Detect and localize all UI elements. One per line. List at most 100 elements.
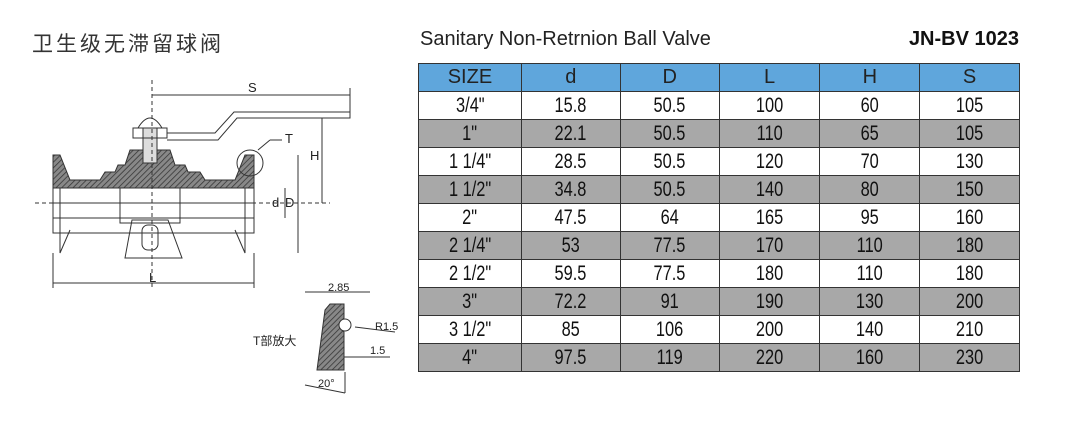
cell-S: 180 [919, 259, 1020, 288]
cell-size: 3" [418, 287, 522, 316]
cell-value: 150 [955, 178, 984, 201]
cell-H: 80 [819, 175, 921, 204]
cell-value: 140 [856, 318, 884, 341]
cell-value: 130 [955, 150, 984, 173]
cell-value: 130 [856, 290, 884, 313]
cell-H: 70 [819, 147, 921, 176]
title-english: Sanitary Non-Retrnion Ball Valve [420, 28, 711, 50]
cell-S: 130 [919, 147, 1020, 176]
cell-value: 50.5 [653, 94, 686, 117]
cell-L: 180 [718, 259, 821, 288]
cell-value: 190 [755, 290, 784, 313]
spec-table: SIZE d D L H S 3/4" 15.8 50.5 100 60 105 1" 22.… [418, 63, 1020, 372]
cell-size: 1 1/4" [418, 147, 522, 176]
cell-H: 65 [819, 119, 921, 148]
cell-value: 80 [860, 178, 879, 201]
cell-L: 165 [718, 203, 821, 232]
cell-D: 106 [619, 315, 720, 344]
cell-value: 140 [755, 178, 784, 201]
cell-value: 72.2 [554, 290, 587, 313]
dim-label-T: T [285, 131, 293, 146]
cell-L: 140 [718, 175, 821, 204]
cell-S: 200 [919, 287, 1020, 316]
table-row: 4" 97.5 119 220 160 230 [418, 343, 1020, 372]
dim-label-d: d [272, 195, 279, 210]
cell-S: 210 [919, 315, 1020, 344]
model-code: JN-BV 1023 [908, 28, 1019, 50]
cell-value: 95 [860, 206, 879, 229]
table-row: 2" 47.5 64 165 95 160 [418, 203, 1020, 232]
header-L: L [718, 63, 821, 92]
cell-H: 160 [819, 343, 921, 372]
cell-size: 2 1/2" [418, 259, 522, 288]
cell-value: 22.1 [554, 122, 587, 145]
cell-size: 1" [418, 119, 522, 148]
cell-D: 77.5 [619, 259, 720, 288]
cell-S: 150 [919, 175, 1020, 204]
cell-H: 140 [819, 315, 921, 344]
cell-d: 47.5 [520, 203, 621, 232]
cell-value: 34.8 [554, 178, 587, 201]
table-row: 3/4" 15.8 50.5 100 60 105 [418, 91, 1020, 120]
cell-D: 50.5 [619, 119, 720, 148]
cell-d: 97.5 [520, 343, 621, 372]
cell-value: 1" [462, 122, 478, 145]
cell-value: 15.8 [554, 94, 587, 117]
cell-size: 3/4" [418, 91, 522, 120]
valve-body [52, 149, 255, 189]
cell-d: 85 [520, 315, 621, 344]
cell-H: 110 [819, 231, 921, 260]
cell-value: 1 1/2" [448, 178, 492, 201]
cell-L: 170 [718, 231, 821, 260]
cell-value: 47.5 [554, 206, 587, 229]
detail-radius: R1.5 [375, 321, 398, 333]
detail-depth: 1.5 [370, 345, 385, 357]
cell-value: 180 [955, 262, 984, 285]
cell-D: 91 [619, 287, 720, 316]
cell-value: 120 [755, 150, 784, 173]
table-header-row: SIZE d D L H S [418, 63, 1020, 92]
cell-value: 2" [462, 206, 478, 229]
cell-value: 50.5 [653, 178, 686, 201]
cell-value: 230 [955, 346, 984, 369]
detail-angle: 20° [318, 378, 335, 390]
cell-S: 160 [919, 203, 1020, 232]
cell-value: 2 1/2" [448, 262, 492, 285]
cell-H: 130 [819, 287, 921, 316]
cell-value: 50.5 [653, 122, 686, 145]
cell-value: 50.5 [653, 150, 686, 173]
table-row: 2 1/2" 59.5 77.5 180 110 180 [418, 259, 1020, 288]
cell-size: 3 1/2" [418, 315, 522, 344]
cell-value: 53 [561, 234, 580, 257]
cell-value: 65 [860, 122, 879, 145]
cell-D: 77.5 [619, 231, 720, 260]
valve-drawing: S T H d D L T部放大 2.85 R1.5 1.5 20° [35, 80, 398, 394]
cell-L: 190 [718, 287, 821, 316]
cell-D: 119 [619, 343, 720, 372]
cell-value: 106 [656, 318, 684, 341]
cell-L: 220 [718, 343, 821, 372]
cell-value: 2 1/4" [448, 234, 492, 257]
cell-value: 28.5 [554, 150, 587, 173]
cell-value: 220 [755, 346, 784, 369]
cell-value: 119 [656, 346, 683, 369]
cell-d: 59.5 [520, 259, 621, 288]
cell-H: 110 [819, 259, 921, 288]
cell-value: 70 [860, 150, 879, 173]
cell-value: 60 [860, 94, 879, 117]
cell-D: 50.5 [619, 175, 720, 204]
cell-value: 170 [755, 234, 784, 257]
cell-S: 180 [919, 231, 1020, 260]
cell-value: 91 [660, 290, 679, 313]
cell-value: 110 [856, 262, 883, 285]
cell-L: 120 [718, 147, 821, 176]
cell-value: 97.5 [554, 346, 587, 369]
cell-L: 110 [718, 119, 821, 148]
cell-value: 200 [755, 318, 784, 341]
cell-value: 100 [755, 94, 784, 117]
cell-value: 105 [955, 122, 984, 145]
cell-D: 50.5 [619, 147, 720, 176]
table-row: 3" 72.2 91 190 130 200 [418, 287, 1020, 316]
cell-value: 200 [955, 290, 984, 313]
detail-width: 2.85 [328, 282, 349, 294]
